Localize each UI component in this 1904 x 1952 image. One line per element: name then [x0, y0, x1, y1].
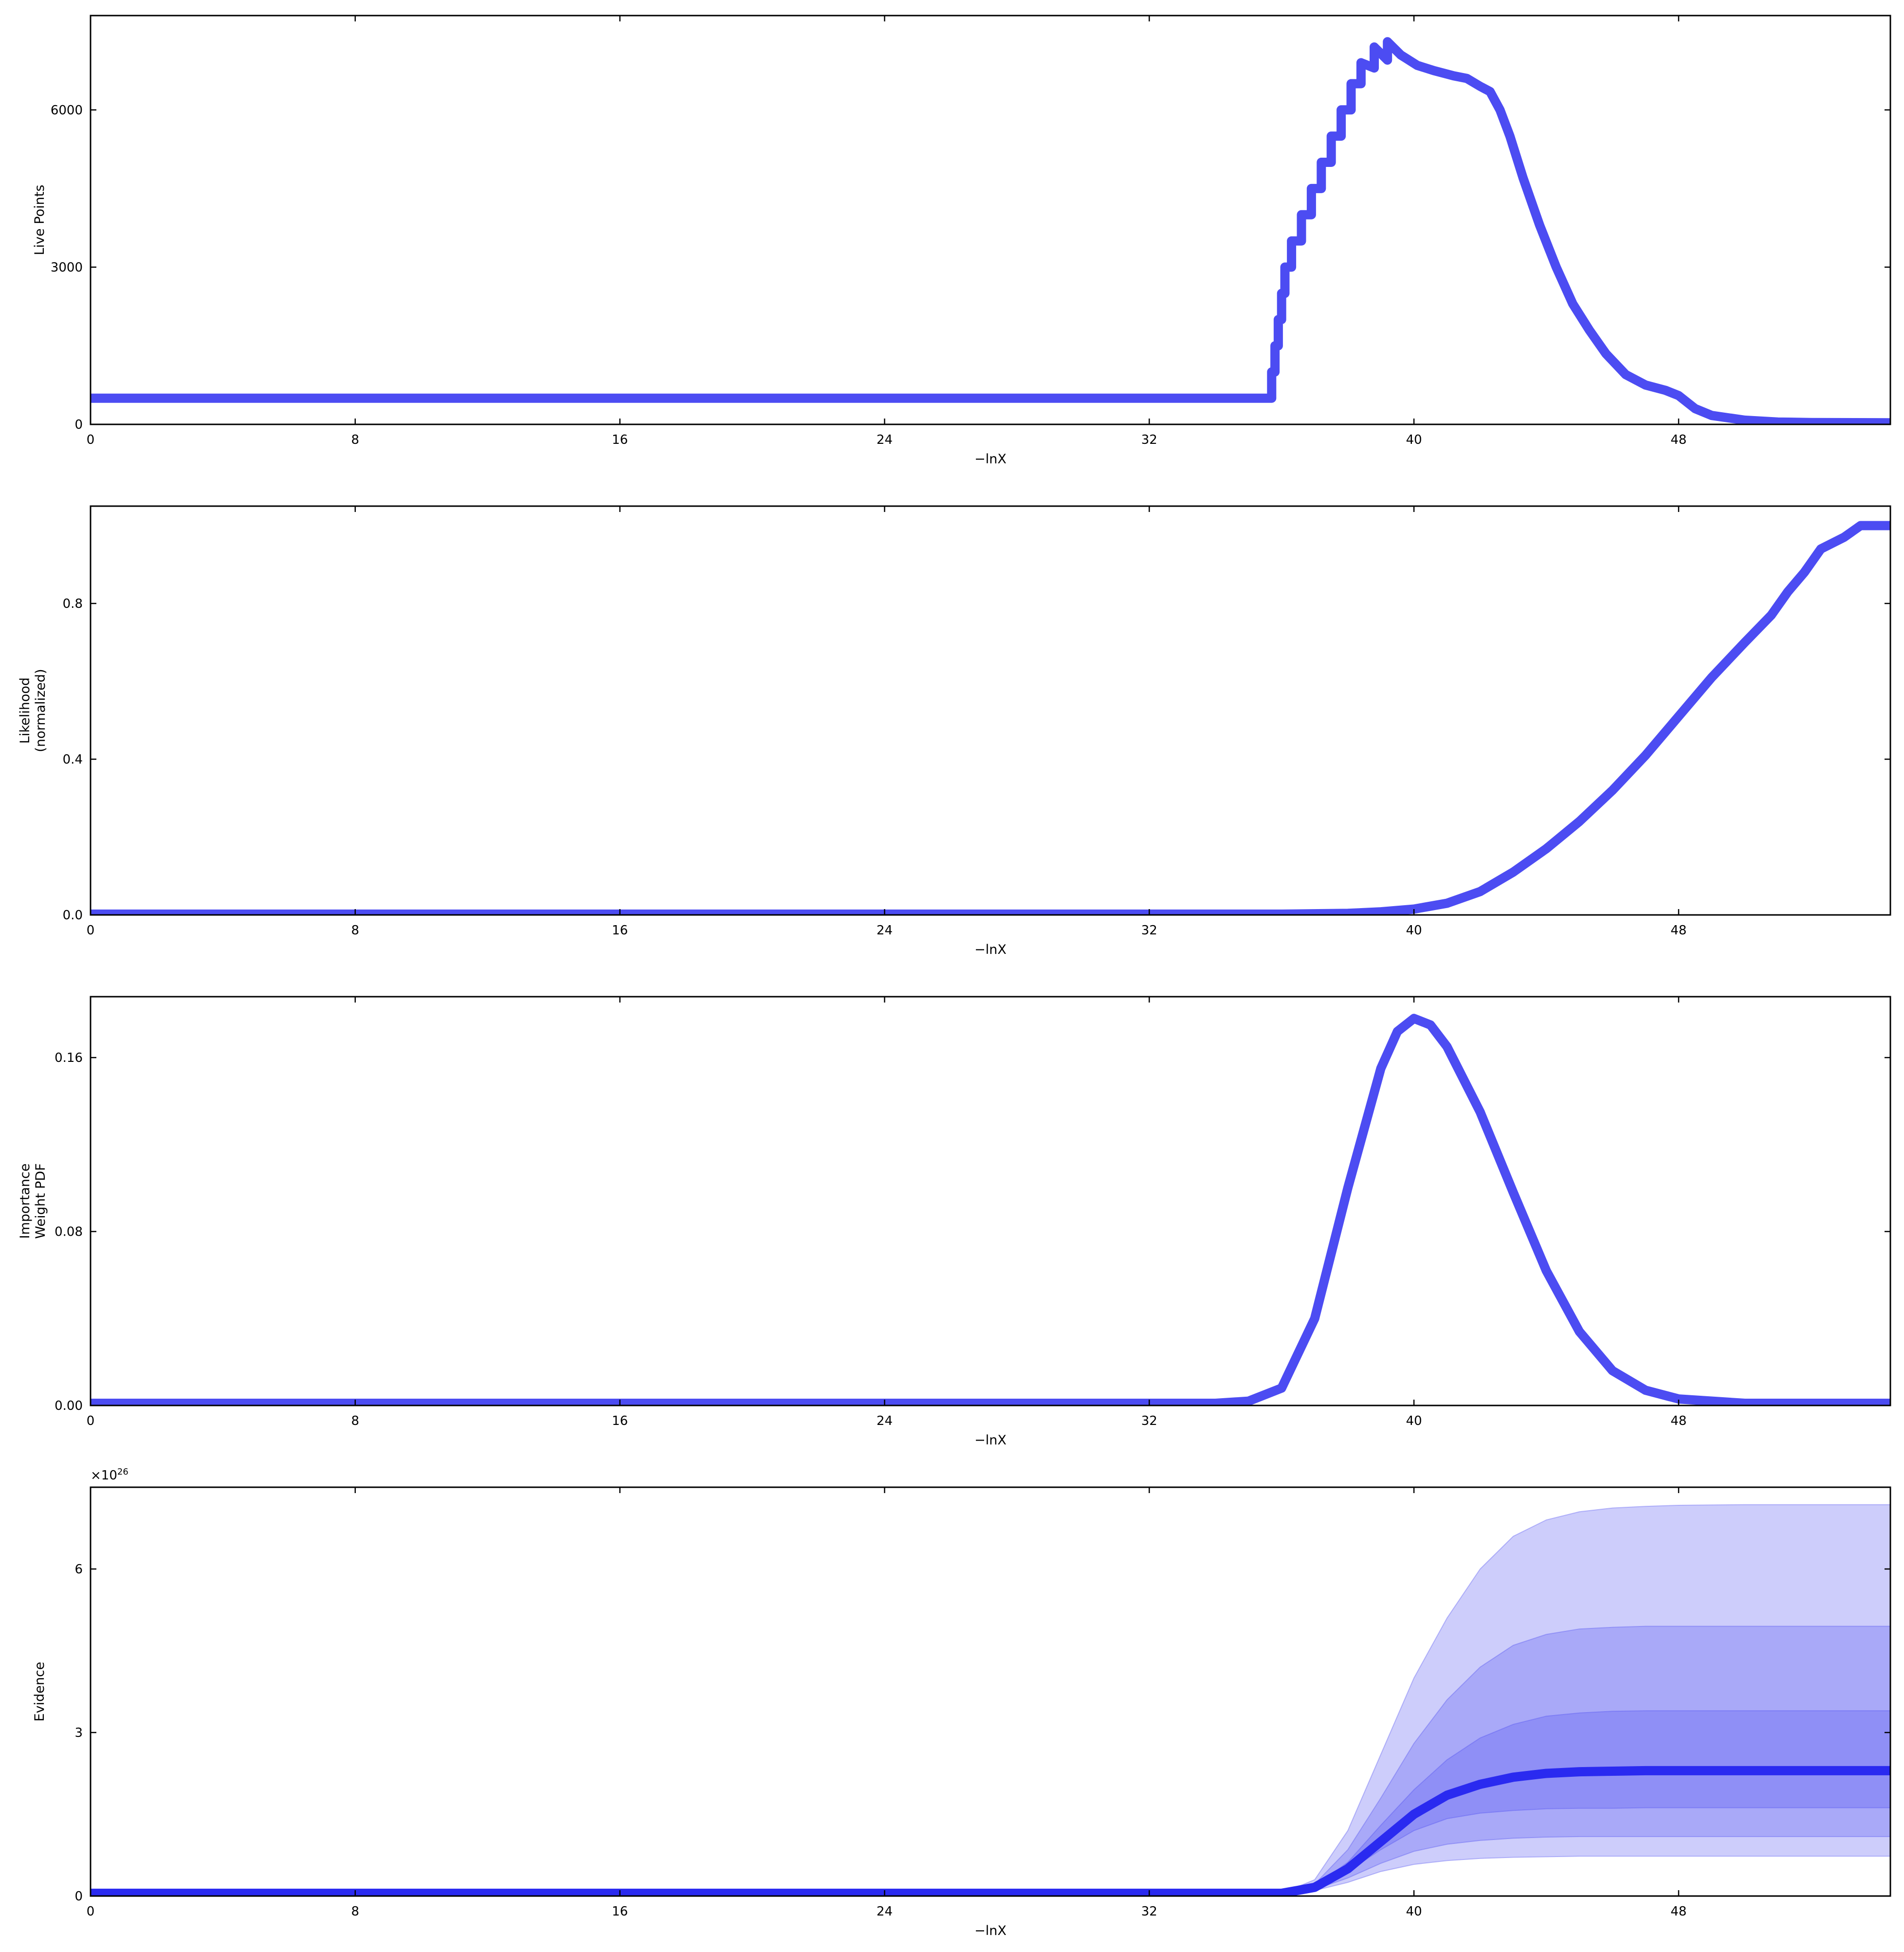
panel-2: 0 8 16 24 32 40 48 0.0 0.4 0.8 −lnX Likelihood (norm…	[18, 505, 1891, 957]
y-tick-label: 0	[74, 1889, 83, 1904]
x-axis-label: −lnX	[974, 942, 1007, 957]
x-tick-label: 40	[1406, 433, 1422, 447]
x-tick-label: 48	[1670, 923, 1686, 938]
confidence-band-3	[91, 1710, 1890, 1894]
x-tick-label: 24	[877, 1904, 893, 1919]
y-tick-label: 0.8	[63, 597, 83, 611]
x-tick-label: 24	[877, 923, 893, 938]
x-tick-label: 16	[612, 433, 628, 447]
y-axis-label: Live Points	[32, 185, 47, 255]
x-tick-label: 24	[877, 1414, 893, 1428]
series-line-1	[91, 1766, 1890, 1896]
x-axis-label: −lnX	[974, 452, 1007, 467]
x-tick-label: 8	[351, 1414, 360, 1428]
y-tick-label: 0.0	[63, 908, 83, 923]
y-tick-label: 6	[74, 1562, 83, 1577]
y-tick-label: 3000	[51, 260, 83, 275]
x-axis-label: −lnX	[974, 1433, 1007, 1448]
axes-frame	[90, 996, 1891, 1406]
confidence-band-2	[91, 1625, 1890, 1894]
x-tick-label: 32	[1141, 433, 1157, 447]
panel-4: 0 8 16 24 32 40 48 0 3 6 −lnX Evidence ×1026	[32, 1467, 1891, 1938]
x-tick-label: 40	[1406, 923, 1422, 938]
panel-1: 0 8 16 24 32 40 48 0 3000 6000 −lnX Live Points	[32, 15, 1891, 467]
plot-area	[91, 1014, 1890, 1405]
x-tick-label: 0	[87, 1904, 95, 1919]
y-axis-label: (normalized)	[33, 669, 48, 752]
x-tick-label: 0	[87, 433, 95, 447]
x-tick-label: 32	[1141, 923, 1157, 938]
x-tick-label: 48	[1670, 1414, 1686, 1428]
panel-3: 0 8 16 24 32 40 48 0.00 0.08 0.16 −lnX Importance We…	[18, 996, 1891, 1448]
y-tick-label: 6000	[51, 103, 83, 118]
x-tick-label: 40	[1406, 1414, 1422, 1428]
plot-area	[91, 37, 1890, 424]
y-multiplier-label: ×1026	[91, 1467, 128, 1483]
x-tick-label: 16	[612, 1414, 628, 1428]
x-tick-label: 32	[1141, 1904, 1157, 1919]
x-tick-label: 0	[87, 923, 95, 938]
x-tick-label: 24	[877, 433, 893, 447]
y-tick-label: 0.16	[55, 1051, 83, 1065]
x-tick-label: 32	[1141, 1414, 1157, 1428]
x-tick-label: 16	[612, 923, 628, 938]
x-tick-label: 8	[351, 1904, 360, 1919]
x-tick-label: 40	[1406, 1904, 1422, 1919]
y-tick-label: 3	[74, 1726, 83, 1740]
y-axis-label: Likelihood	[18, 677, 33, 744]
plot-area	[91, 521, 1890, 915]
x-tick-label: 0	[87, 1414, 95, 1428]
x-tick-label: 48	[1670, 1904, 1686, 1919]
plot-area	[91, 1504, 1890, 1896]
x-axis-label: −lnX	[974, 1923, 1007, 1938]
series-line-1	[91, 1014, 1890, 1405]
y-axis-label: Importance	[18, 1164, 33, 1239]
y-axis-label: Evidence	[32, 1662, 47, 1722]
axes-frame	[90, 15, 1891, 425]
x-tick-label: 8	[351, 923, 360, 938]
y-tick-label: 0.4	[63, 752, 83, 767]
x-tick-label: 8	[351, 433, 360, 447]
series-line-1	[91, 521, 1890, 915]
x-tick-label: 16	[612, 1904, 628, 1919]
y-tick-label: 0.00	[55, 1399, 83, 1413]
y-axis-label: Weight PDF	[33, 1163, 48, 1239]
y-tick-label: 0.08	[55, 1225, 83, 1240]
axes-frame	[90, 1486, 1891, 1897]
series-line-1	[91, 37, 1890, 424]
y-tick-label: 0	[74, 418, 83, 432]
x-tick-label: 48	[1670, 433, 1686, 447]
axes-frame	[90, 505, 1891, 916]
